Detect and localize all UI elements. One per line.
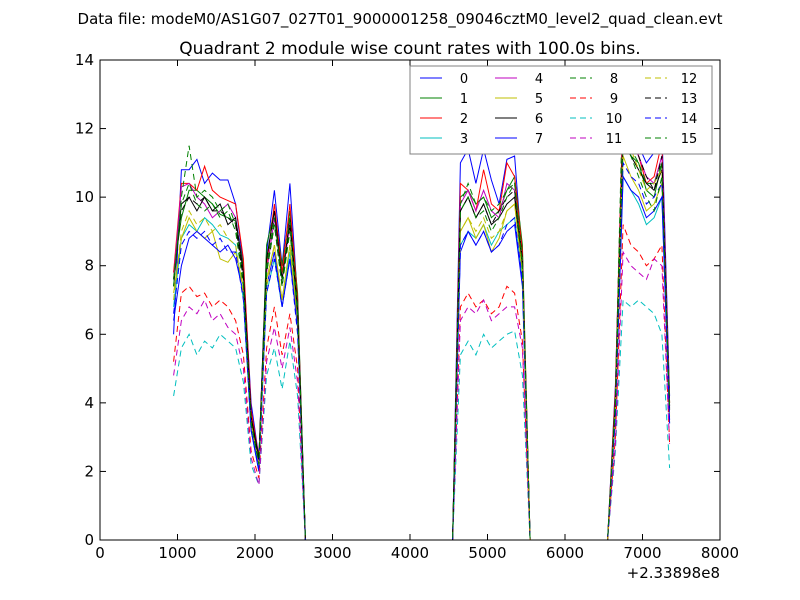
- legend-label-4: 4: [535, 72, 543, 87]
- legend-label-6: 6: [535, 112, 543, 127]
- y-tick-label: 8: [84, 257, 94, 275]
- x-tick-label: 4000: [391, 544, 429, 562]
- legend-label-14: 14: [681, 112, 698, 127]
- x-tick-label: 6000: [546, 544, 584, 562]
- legend-label-9: 9: [610, 92, 618, 107]
- legend-label-15: 15: [681, 132, 698, 147]
- y-tick-label: 14: [75, 51, 94, 69]
- x-tick-label: 7000: [623, 544, 661, 562]
- y-tick-label: 2: [84, 462, 94, 480]
- legend-label-1: 1: [460, 92, 468, 107]
- legend-label-0: 0: [460, 72, 468, 87]
- series-line-2: [173, 104, 671, 541]
- legend-label-13: 13: [681, 92, 698, 107]
- series-line-11: [173, 250, 671, 541]
- x-tick-label: 8000: [701, 544, 739, 562]
- legend-label-3: 3: [460, 132, 468, 147]
- x-tick-label: 2000: [236, 544, 274, 562]
- series-line-0: [173, 111, 671, 541]
- series-line-4: [173, 126, 671, 541]
- x-tick-label: 3000: [313, 544, 351, 562]
- y-tick-label: 6: [84, 325, 94, 343]
- legend-label-7: 7: [535, 132, 543, 147]
- y-tick-label: 10: [75, 188, 94, 206]
- series-line-1: [173, 121, 671, 541]
- legend-frame: [409, 65, 713, 155]
- legend-label-8: 8: [610, 72, 618, 87]
- y-tick-label: 4: [84, 394, 94, 412]
- chart-suptitle: Data file: modeM0/AS1G07_027T01_90000012…: [78, 10, 723, 29]
- x-tick-label: 5000: [468, 544, 506, 562]
- y-tick-label: 12: [75, 120, 94, 138]
- x-axis: 0 1000 2000 3000 4000 5000 6000 7000 8000: [95, 60, 739, 562]
- legend-label-10: 10: [606, 112, 623, 127]
- x-tick-label: 1000: [158, 544, 196, 562]
- legend-label-12: 12: [681, 72, 698, 87]
- x-axis-offset-label: +2.33898e8: [627, 564, 720, 582]
- legend-label-5: 5: [535, 92, 543, 107]
- series-line-13: [173, 128, 671, 541]
- legend-label-11: 11: [606, 132, 623, 147]
- y-tick-label: 0: [84, 531, 94, 549]
- series-line-15: [173, 135, 671, 541]
- x-tick-label: 0: [95, 544, 105, 562]
- legend-label-2: 2: [460, 112, 468, 127]
- chart-title: Quadrant 2 module wise count rates with …: [179, 39, 640, 59]
